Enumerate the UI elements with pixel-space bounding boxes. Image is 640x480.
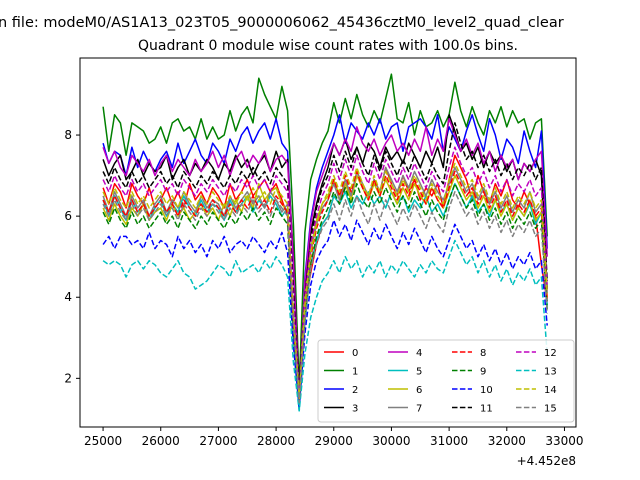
x-offset-label: +4.452e8 xyxy=(517,454,576,468)
legend-label-0: 0 xyxy=(352,348,358,359)
series-line-14 xyxy=(102,162,548,400)
x-tick-label: 32000 xyxy=(488,434,526,448)
series-line-11 xyxy=(102,122,548,396)
y-tick-label: 8 xyxy=(64,128,72,142)
legend-label-10: 10 xyxy=(480,385,493,396)
y-axis: 2 4 6 8 xyxy=(64,128,80,385)
figure-suptitle: n file: modeM0/AS1A13_023T05_9000006062_… xyxy=(0,15,564,31)
series-line-1 xyxy=(102,73,548,388)
y-tick-label: 4 xyxy=(64,290,72,304)
series-line-9 xyxy=(102,182,548,404)
x-tick-label: 29000 xyxy=(315,434,353,448)
legend-label-8: 8 xyxy=(480,348,486,359)
series-line-15 xyxy=(102,191,548,404)
legend-label-15: 15 xyxy=(544,404,557,415)
series-line-3 xyxy=(102,114,548,392)
legend-label-5: 5 xyxy=(416,367,422,378)
y-tick-label: 6 xyxy=(64,209,72,223)
series-line-2 xyxy=(102,114,548,408)
legend-label-4: 4 xyxy=(416,348,422,359)
x-tick-label: 28000 xyxy=(257,434,295,448)
legend-label-3: 3 xyxy=(352,404,358,415)
legend-label-2: 2 xyxy=(352,385,358,396)
x-tick-label: 25000 xyxy=(84,434,122,448)
x-axis: 25000 26000 27000 28000 29000 30000 31000 32000… xyxy=(84,427,584,448)
legend-label-12: 12 xyxy=(544,348,557,359)
y-tick-label: 2 xyxy=(64,371,72,385)
series-line-8 xyxy=(102,170,548,400)
series-line-13 xyxy=(102,239,548,412)
series-line-12 xyxy=(102,146,548,400)
legend-label-11: 11 xyxy=(480,404,493,415)
legend-label-9: 9 xyxy=(480,367,486,378)
legend-box xyxy=(317,339,575,423)
series-line-5 xyxy=(102,182,548,412)
legend-label-13: 13 xyxy=(544,367,557,378)
plot-frame xyxy=(79,57,577,428)
legend-label-7: 7 xyxy=(416,404,422,415)
series-line-10 xyxy=(102,219,548,408)
legend-label-6: 6 xyxy=(416,385,422,396)
x-tick-label: 26000 xyxy=(142,434,180,448)
plot-area xyxy=(102,73,548,412)
x-tick-label: 30000 xyxy=(372,434,410,448)
x-tick-label: 31000 xyxy=(430,434,468,448)
chart-title: Quadrant 0 module wise count rates with … xyxy=(138,38,518,54)
legend-label-1: 1 xyxy=(352,367,358,378)
x-tick-label: 27000 xyxy=(199,434,237,448)
legend-label-14: 14 xyxy=(544,385,557,396)
x-tick-label: 33000 xyxy=(545,434,583,448)
